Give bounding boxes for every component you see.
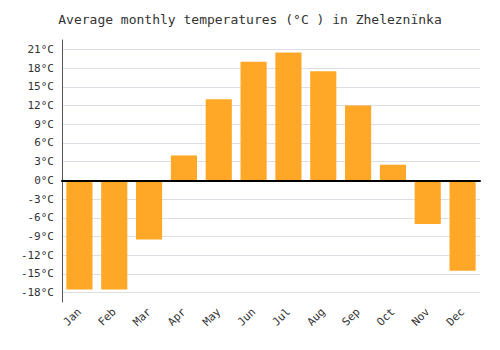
svg-text:Feb: Feb	[96, 305, 119, 328]
svg-text:-15°C: -15°C	[21, 267, 54, 280]
svg-text:Jun: Jun	[235, 305, 258, 328]
svg-text:9°C: 9°C	[34, 118, 54, 131]
svg-text:-18°C: -18°C	[21, 286, 54, 299]
svg-text:-9°C: -9°C	[28, 230, 55, 243]
svg-text:15°C: 15°C	[28, 80, 55, 93]
svg-text:Apr: Apr	[165, 305, 188, 328]
svg-text:Nov: Nov	[409, 305, 432, 328]
svg-text:Dec: Dec	[444, 305, 467, 328]
svg-text:Sep: Sep	[339, 305, 362, 328]
svg-text:-6°C: -6°C	[28, 211, 55, 224]
svg-text:-12°C: -12°C	[21, 249, 54, 262]
svg-text:Oct: Oct	[374, 305, 397, 328]
svg-text:Jan: Jan	[61, 305, 84, 328]
svg-text:21°C: 21°C	[28, 43, 55, 56]
svg-text:Average monthly temperatures (: Average monthly temperatures (°C ) in Zh…	[58, 12, 442, 27]
svg-text:Aug: Aug	[305, 305, 328, 328]
svg-text:Jul: Jul	[270, 305, 293, 328]
svg-text:6°C: 6°C	[34, 136, 54, 149]
svg-text:Mar: Mar	[130, 305, 153, 328]
svg-text:-3°C: -3°C	[28, 193, 55, 206]
svg-text:12°C: 12°C	[28, 99, 55, 112]
svg-text:18°C: 18°C	[28, 62, 55, 75]
svg-text:3°C: 3°C	[34, 155, 54, 168]
svg-text:May: May	[200, 305, 223, 328]
svg-text:0°C: 0°C	[34, 174, 54, 187]
